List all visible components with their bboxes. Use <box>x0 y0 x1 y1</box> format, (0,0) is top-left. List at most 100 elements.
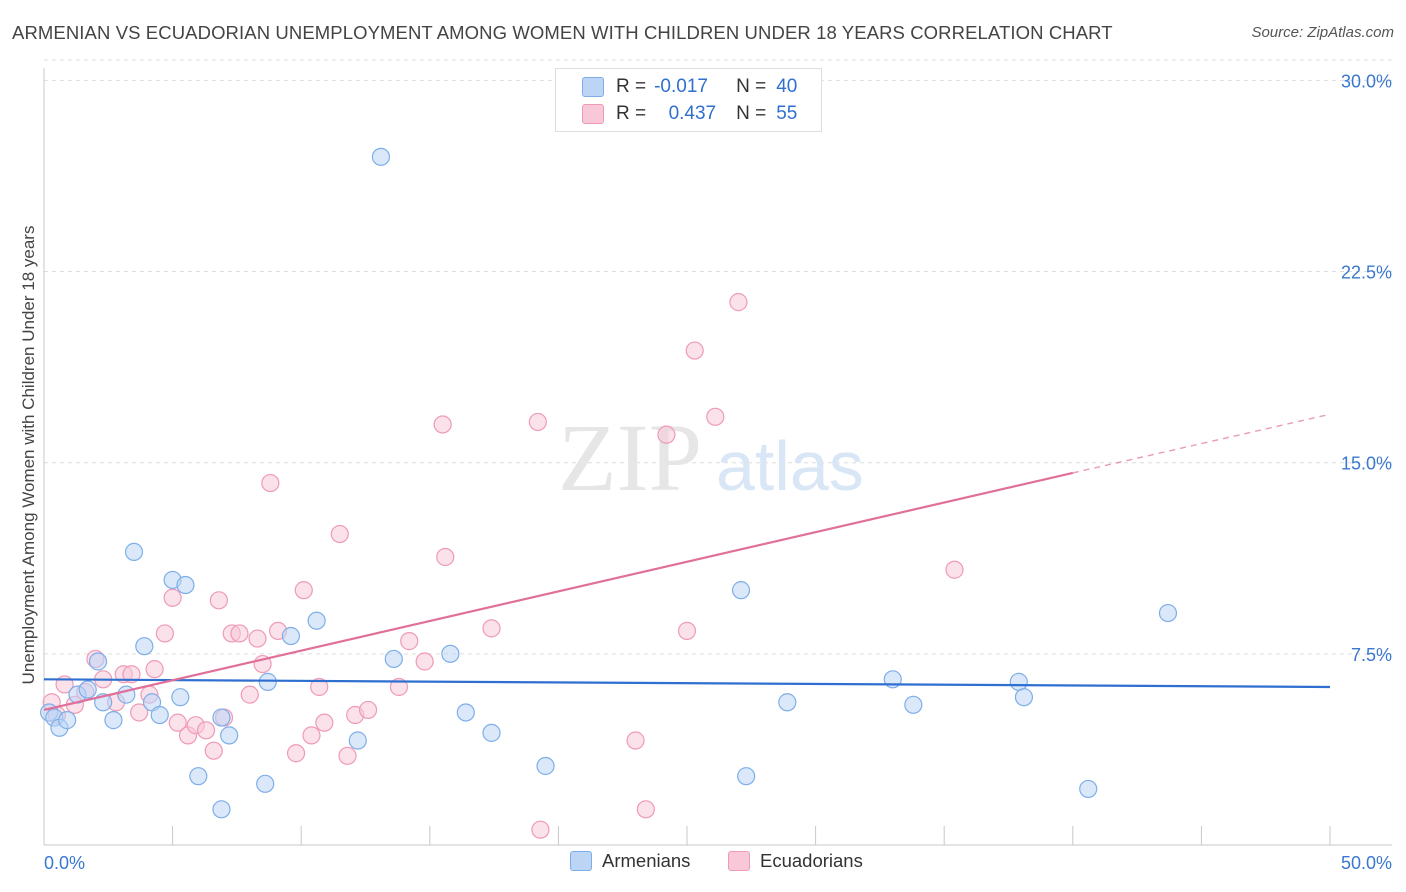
armenian-point <box>737 767 756 786</box>
armenian-point <box>256 774 275 793</box>
y-tick-label: 7.5% <box>1351 645 1392 665</box>
legend-row-armenians: R = -0.017 N = 40 <box>582 75 797 99</box>
armenians-n-label: N = <box>736 76 767 97</box>
armenian-point <box>536 756 555 776</box>
watermark-zip: ZIP <box>558 404 702 511</box>
correlation-legend: R = -0.017 N = 40 R = 0.437 N = 55 <box>555 68 822 132</box>
armenian-point <box>731 581 751 600</box>
armenian-point <box>1009 672 1028 691</box>
ecuadorian-point <box>626 731 645 750</box>
armenian-point <box>1014 688 1034 707</box>
armenian-point <box>482 723 501 742</box>
armenian-point <box>189 767 208 786</box>
ecuadorian-point <box>528 412 547 432</box>
armenians-r-value: -0.017 <box>654 76 708 97</box>
ecuadorian-point <box>482 619 501 638</box>
ecuadorians-points <box>42 293 964 839</box>
armenian-point <box>220 726 239 745</box>
armenian-point <box>371 147 391 166</box>
ecuadorian-point <box>945 560 964 579</box>
armenian-point <box>1079 779 1098 799</box>
source-label: Source: ZipAtlas.com <box>1251 24 1394 41</box>
armenian-point <box>1158 603 1178 623</box>
ecuadorian-point <box>729 293 748 312</box>
x-tick-label-max: 50.0% <box>1341 853 1392 873</box>
armenian-point <box>307 611 326 630</box>
legend-row-ecuadorians: R = 0.437 N = 55 <box>582 102 797 126</box>
bottom-legend-ecuadorians: Ecuadorians <box>728 850 863 872</box>
armenian-point <box>281 626 301 646</box>
ecuadorian-point <box>286 744 306 763</box>
y-tick-label: 30.0% <box>1341 71 1392 91</box>
ecuadorian-point <box>261 473 280 493</box>
ecuadorians-n-label: N = <box>736 103 767 124</box>
ecuadorians-trend-line <box>43 471 1074 711</box>
armenians-points <box>40 147 1178 819</box>
ecuadorian-point <box>310 677 329 697</box>
watermark: ZIP atlas <box>558 404 864 511</box>
armenians-trend-line <box>43 678 1331 689</box>
armenian-point <box>778 693 797 712</box>
armenians-swatch <box>582 77 604 97</box>
bottom-armenians-swatch <box>570 851 592 871</box>
ecuadorian-point <box>400 632 419 651</box>
chart-title: ARMENIAN VS ECUADORIAN UNEMPLOYMENT AMON… <box>12 22 1113 43</box>
ecuadorian-point <box>389 677 409 697</box>
watermark-atlas: atlas <box>716 427 864 505</box>
ecuadorian-point <box>338 746 357 765</box>
ecuadorian-point <box>248 629 267 648</box>
armenian-point <box>58 711 77 730</box>
armenian-point <box>88 652 108 671</box>
armenian-point <box>104 711 123 730</box>
ecuadorian-point <box>685 341 704 360</box>
armenian-point <box>904 695 923 714</box>
armenian-point <box>258 672 277 691</box>
armenians-r-label: R = <box>616 76 647 97</box>
ecuadorian-point <box>230 624 249 643</box>
armenian-point <box>150 705 169 725</box>
armenian-point <box>176 575 195 595</box>
y-tick-label: 15.0% <box>1341 454 1392 474</box>
armenian-point <box>135 637 154 656</box>
armenian-point <box>171 688 190 707</box>
ecuadorian-point <box>155 624 174 643</box>
ecuadorian-point <box>196 721 216 740</box>
ecuadorian-point <box>294 581 313 600</box>
ecuadorian-point <box>209 591 228 610</box>
armenian-point <box>348 731 367 750</box>
ecuadorian-point <box>204 741 223 760</box>
bottom-legend-armenians: Armenians <box>570 850 690 872</box>
ecuadorian-point <box>677 621 697 641</box>
x-tick-label-min: 0.0% <box>44 853 85 873</box>
ecuadorian-point <box>706 407 725 426</box>
ecuadorian-point <box>433 415 452 434</box>
armenian-point <box>212 708 231 727</box>
ecuadorian-point <box>302 726 321 745</box>
ecuadorians-n-value: 55 <box>776 103 798 124</box>
armenian-point <box>384 649 403 669</box>
bottom-ecuadorians-label: Ecuadorians <box>760 850 863 871</box>
ecuadorian-point <box>315 713 334 732</box>
ecuadorian-point <box>436 547 455 567</box>
ecuadorian-point <box>636 800 655 819</box>
ecuadorian-point <box>531 820 550 839</box>
ecuadorian-point <box>145 660 164 679</box>
ecuadorian-point <box>130 703 149 722</box>
trend-lines <box>43 413 1331 711</box>
ecuadorian-point <box>122 665 141 684</box>
ecuadorians-r-label: R = <box>616 103 647 124</box>
y-tick-labels: 7.5% 15.0% 22.5% 30.0% <box>1341 71 1392 664</box>
armenian-point <box>78 680 97 699</box>
ecuadorian-point <box>163 588 182 607</box>
armenians-n-value: 40 <box>776 76 798 97</box>
bottom-ecuadorians-swatch <box>728 851 750 871</box>
armenian-point <box>124 542 144 561</box>
armenian-point <box>212 800 231 819</box>
ecuadorian-point <box>657 425 676 444</box>
ecuadorian-point <box>330 524 349 544</box>
bottom-armenians-label: Armenians <box>602 850 691 871</box>
ecuadorians-trend-extension <box>1072 413 1331 474</box>
armenian-point <box>456 703 475 722</box>
armenian-point <box>441 644 460 663</box>
